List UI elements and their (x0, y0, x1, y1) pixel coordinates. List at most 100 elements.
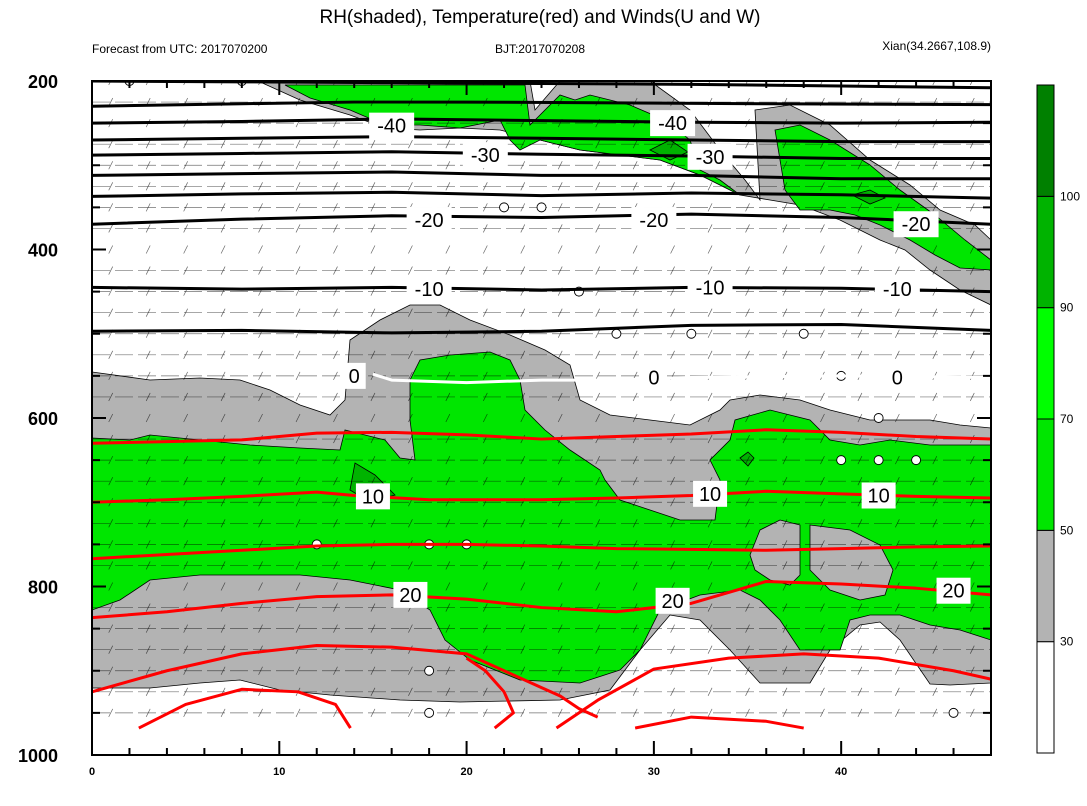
wind-barb (108, 140, 114, 149)
temperature-contour (92, 489, 991, 504)
wind-barb (895, 645, 900, 654)
wind-barb (295, 519, 301, 528)
wind-barb (782, 434, 788, 444)
contour-label-box (893, 211, 939, 238)
wind-barb (932, 329, 938, 338)
wind-barb (820, 645, 825, 654)
wind-barb (932, 413, 938, 423)
wind-barb (520, 455, 526, 465)
wind-barb (707, 519, 713, 528)
wind-barb (220, 140, 226, 149)
wind-barb (408, 140, 413, 149)
contour-label: -10 (883, 279, 912, 301)
wind-barb (595, 140, 601, 149)
wind-barbs (108, 81, 975, 718)
wind-barb (520, 392, 526, 402)
wind-barb (857, 519, 863, 528)
contour-label: 10 (868, 486, 890, 508)
contour-label-box (650, 110, 696, 137)
wind-barb (445, 161, 451, 170)
wind-barb (220, 182, 226, 191)
wind-barb (707, 645, 713, 654)
temperature-contour (138, 687, 352, 730)
wind-barb (745, 687, 750, 696)
wind-barb (670, 392, 675, 402)
wind-barb (258, 603, 263, 612)
wind-barb (632, 266, 638, 275)
wind-barb (595, 561, 601, 570)
contour-label: -10 (696, 277, 725, 299)
contour-label: -20 (902, 214, 931, 236)
wind-barb (857, 81, 861, 86)
wind-barb (445, 350, 451, 359)
bjt-string: BJT:2017070208 (495, 42, 585, 56)
wind-barb (932, 203, 938, 212)
wind-barb (333, 371, 338, 381)
wind-barb (333, 161, 338, 170)
wind-barb (108, 392, 114, 402)
wind-barb (370, 434, 376, 444)
wind-barb (820, 182, 825, 191)
wind-barb (408, 434, 413, 444)
calm-circle (611, 328, 622, 339)
location-string: Xian(34.2667,108.9) (882, 39, 991, 53)
wind-barb (183, 561, 188, 570)
wind-barb (557, 708, 563, 718)
wind-barb (895, 455, 900, 465)
wind-barb (482, 350, 488, 359)
wind-barb (782, 308, 788, 317)
wind-barb (408, 624, 413, 633)
wind-barb (220, 413, 226, 423)
wind-barb (820, 266, 825, 275)
wind-barb (482, 624, 488, 633)
forecast-string: Forecast from UTC: 2017070200 (92, 42, 268, 56)
wind-barb (295, 203, 301, 212)
wind-barb (707, 582, 713, 591)
wind-barb (445, 708, 451, 718)
wind-barb (745, 245, 750, 254)
calm-circle (424, 707, 435, 718)
wind-barb (520, 161, 526, 170)
wind-barb (857, 350, 863, 359)
y-tick-label: 800 (28, 578, 58, 598)
wind-barb (370, 182, 376, 191)
wind-barb (333, 708, 338, 718)
x-axis: 0 10 20 30 40 (89, 81, 992, 778)
wind-barb (820, 308, 825, 317)
wind-barb (857, 308, 863, 317)
wind-barb (408, 413, 413, 423)
wind-barb (445, 561, 451, 570)
wind-barb (183, 582, 188, 591)
wind-barb (782, 161, 788, 170)
wind-barb (932, 455, 938, 465)
wind-barb (108, 266, 114, 275)
wind-barb (782, 81, 786, 86)
wind-barb (482, 603, 488, 612)
plot-area: -40 -40 -30 -30 -20 -20 -20 -10 -10 -10 0 0 0 10 10 10 2… (92, 81, 991, 755)
wind-barb (220, 203, 226, 212)
wind-barb (370, 708, 376, 718)
wind-barb (295, 477, 301, 486)
wind-barb (782, 350, 788, 359)
wind-barb (782, 645, 788, 654)
calm-circle (948, 707, 959, 718)
wind-barb (520, 519, 526, 528)
wind-barb (969, 708, 975, 718)
wind-barb (857, 498, 863, 507)
wind-barb (482, 308, 488, 317)
wind-barb (820, 687, 825, 696)
wind-barb (632, 455, 638, 465)
wind-barb (670, 561, 675, 570)
wind-barb (632, 350, 638, 359)
wind-barb (895, 245, 900, 254)
wind-barb (670, 666, 675, 675)
wind-barb (895, 161, 900, 170)
wind-barb (969, 203, 975, 212)
wind-barb (258, 182, 263, 191)
wind-barb (707, 561, 713, 570)
wind-barb (108, 413, 114, 423)
wind-barb (145, 350, 151, 359)
wind-barb (745, 413, 750, 423)
